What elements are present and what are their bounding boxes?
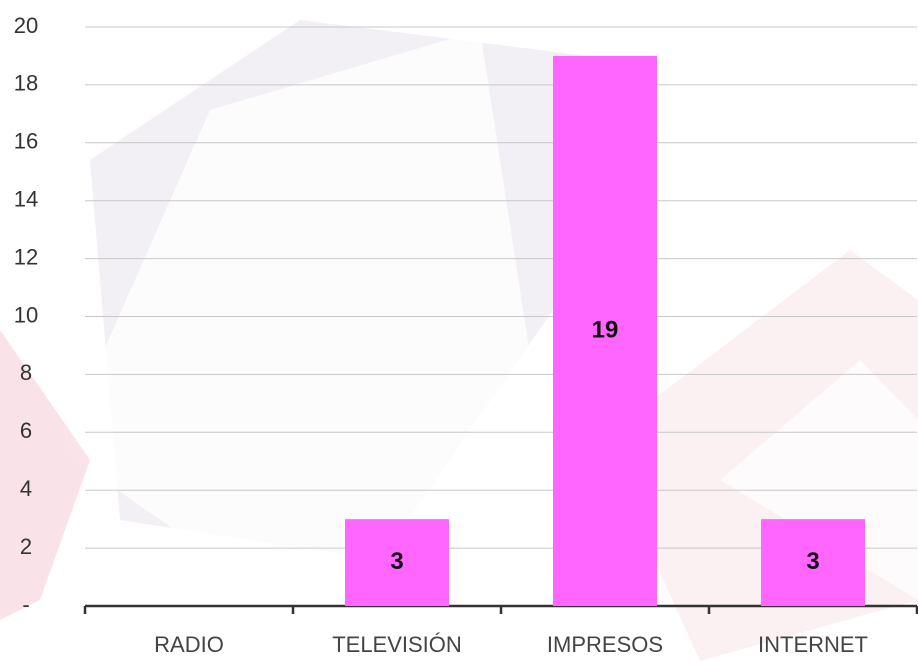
data-label: 3 bbox=[390, 548, 403, 575]
bar bbox=[553, 55, 657, 606]
bar bbox=[345, 519, 449, 606]
y-tick-label: 18 bbox=[14, 71, 38, 96]
y-tick-label: 12 bbox=[14, 244, 38, 269]
y-tick-label: 6 bbox=[20, 418, 32, 443]
y-tick-label: 10 bbox=[14, 302, 38, 327]
data-label: 19 bbox=[592, 316, 619, 343]
bar bbox=[761, 519, 865, 606]
y-tick-label: 16 bbox=[14, 129, 38, 154]
y-tick-label: - bbox=[22, 592, 29, 617]
y-tick-label: 4 bbox=[20, 476, 32, 501]
x-tick-label: INTERNET bbox=[758, 632, 868, 657]
data-label: 3 bbox=[806, 548, 819, 575]
x-tick-label: TELEVISIÓN bbox=[332, 632, 462, 657]
y-tick-label: 14 bbox=[14, 187, 38, 212]
y-tick-label: 20 bbox=[14, 13, 38, 38]
y-tick-label: 8 bbox=[20, 360, 32, 385]
x-tick-label: RADIO bbox=[154, 632, 224, 657]
background-decoration bbox=[0, 20, 918, 661]
y-tick-label: 2 bbox=[20, 534, 32, 559]
x-tick-label: IMPRESOS bbox=[547, 632, 663, 657]
